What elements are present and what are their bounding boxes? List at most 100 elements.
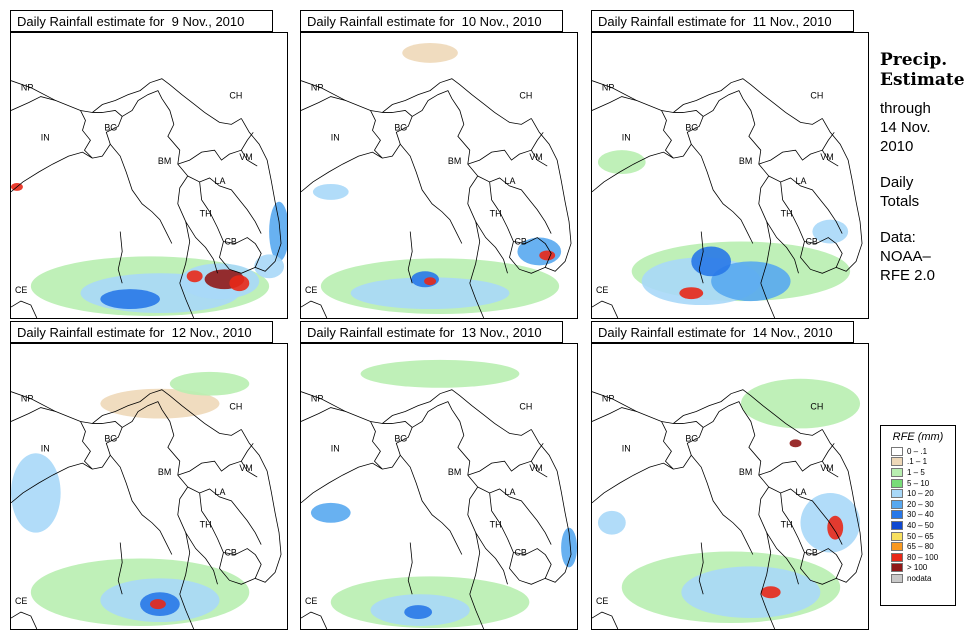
country-borders — [592, 78, 863, 318]
rainfall-map: NP CH IN BG BM VM LA TH CB CE — [10, 343, 288, 630]
country-label: TH — [781, 209, 793, 219]
rainfall-area — [740, 378, 861, 429]
legend-title: RFE (mm) — [892, 431, 944, 443]
country-label: NP — [311, 394, 323, 404]
date-line1: 14 Nov. — [880, 119, 931, 136]
legend-item: 20 – 30 — [881, 499, 955, 510]
country-label: CH — [229, 91, 242, 101]
country-label: IN — [331, 132, 340, 142]
rainfall-area — [681, 566, 821, 619]
legend-item: > 100 — [881, 563, 955, 574]
rainfall-area — [169, 371, 250, 396]
legend-label: 1 – 5 — [907, 467, 925, 477]
map-svg: NP CH IN BG BM VM LA TH CB CE — [11, 78, 287, 318]
legend-label: 50 – 65 — [907, 531, 934, 541]
rainfall-area — [402, 42, 458, 63]
country-label-group: NP CH IN BG BM VM LA TH CB CE — [305, 83, 543, 296]
panel-title: Daily Rainfall estimate for 11 Nov., 201… — [591, 10, 854, 32]
rainfall-map: NP CH IN BG BM VM LA TH CB CE — [591, 32, 869, 319]
rainfall-area — [679, 287, 704, 300]
map-svg: NP CH IN BG BM VM LA TH CB CE — [592, 378, 863, 629]
country-label: CE — [15, 285, 27, 295]
rainfall-area — [711, 261, 791, 302]
country-borders — [301, 78, 572, 318]
legend-swatch — [891, 573, 903, 583]
country-borders — [11, 78, 282, 318]
legend-swatch — [891, 520, 903, 530]
rainfall-map: NP CH IN BG BM VM LA TH CB CE — [300, 343, 578, 630]
legend-swatch — [891, 531, 903, 541]
panel-title: Daily Rainfall estimate for 14 Nov., 201… — [591, 321, 854, 343]
legend-label: nodata — [907, 573, 932, 583]
rainfall-area — [149, 599, 166, 610]
legend-item: .1 – 1 — [881, 457, 955, 468]
rainfall-layer — [597, 378, 861, 624]
country-label: CE — [596, 285, 608, 295]
rainfall-area — [186, 270, 203, 283]
panel-title: Daily Rainfall estimate for 12 Nov., 201… — [10, 321, 273, 343]
legend-swatch — [891, 499, 903, 509]
country-label: VM — [529, 463, 542, 473]
country-label: CB — [805, 237, 817, 247]
country-label: IN — [41, 132, 50, 142]
country-label: NP — [21, 394, 33, 404]
country-label: TH — [490, 520, 502, 530]
country-borders — [301, 389, 572, 629]
map-svg: NP CH IN BG BM VM LA TH CB CE — [301, 359, 577, 629]
country-label: VM — [820, 463, 833, 473]
rainfall-area — [539, 250, 556, 261]
side-info: through 14 Nov. 2010 Daily Totals Data: … — [880, 99, 935, 285]
country-label: VM — [820, 152, 833, 162]
legend-item: 1 – 5 — [881, 467, 955, 478]
country-label: CB — [224, 237, 236, 247]
legend-label: 80 – 100 — [907, 552, 939, 562]
country-label: BG — [685, 433, 698, 443]
country-label: TH — [490, 209, 502, 219]
rainfall-area — [11, 453, 61, 533]
country-label: NP — [602, 394, 614, 404]
rainfall-area — [760, 586, 781, 599]
data-label: Data: — [880, 229, 916, 246]
legend-swatch — [891, 489, 903, 499]
rainfall-area — [404, 605, 433, 620]
legend-label: 40 – 50 — [907, 520, 934, 530]
country-label: CB — [224, 548, 236, 558]
legend-label: 5 – 10 — [907, 478, 930, 488]
rainfall-area — [254, 254, 285, 279]
country-label: IN — [622, 443, 631, 453]
rainfall-area — [812, 219, 849, 244]
legend-label: > 100 — [907, 563, 928, 573]
rainfall-area — [360, 359, 520, 388]
country-label: BG — [685, 122, 698, 132]
country-label: CH — [519, 91, 532, 101]
rainfall-map: NP CH IN BG BM VM LA TH CB CE — [10, 32, 288, 319]
country-label: CE — [15, 596, 27, 606]
country-label-group: NP CH IN BG BM VM LA TH CB CE — [596, 394, 834, 607]
legend-swatch — [891, 542, 903, 552]
legend-item: 65 – 80 — [881, 541, 955, 552]
country-label: TH — [200, 520, 212, 530]
rainfall-area — [561, 527, 577, 568]
country-label: TH — [200, 209, 212, 219]
rainfall-map: NP CH IN BG BM VM LA TH CB CE — [300, 32, 578, 319]
country-label: LA — [505, 176, 516, 186]
heading-line2: Estimate — [880, 70, 965, 90]
data-source: NOAA– — [880, 248, 931, 265]
legend-item: 5 – 10 — [881, 478, 955, 489]
map-svg: NP CH IN BG BM VM LA TH CB CE — [11, 371, 282, 629]
data-version: RFE 2.0 — [880, 267, 936, 284]
legend-swatch — [891, 563, 903, 573]
country-label: CB — [514, 548, 526, 558]
country-label: VM — [239, 152, 252, 162]
country-label: LA — [215, 176, 226, 186]
legend-item: 0 – .1 — [881, 446, 955, 457]
panel-title: Daily Rainfall estimate for 13 Nov., 201… — [300, 321, 563, 343]
legend-item: 50 – 65 — [881, 531, 955, 542]
legend-swatch — [891, 457, 903, 467]
legend-swatch — [891, 478, 903, 488]
country-label-group: NP CH IN BG BM VM LA TH CB CE — [15, 394, 253, 607]
country-label: LA — [796, 176, 807, 186]
country-label: CH — [810, 91, 823, 101]
